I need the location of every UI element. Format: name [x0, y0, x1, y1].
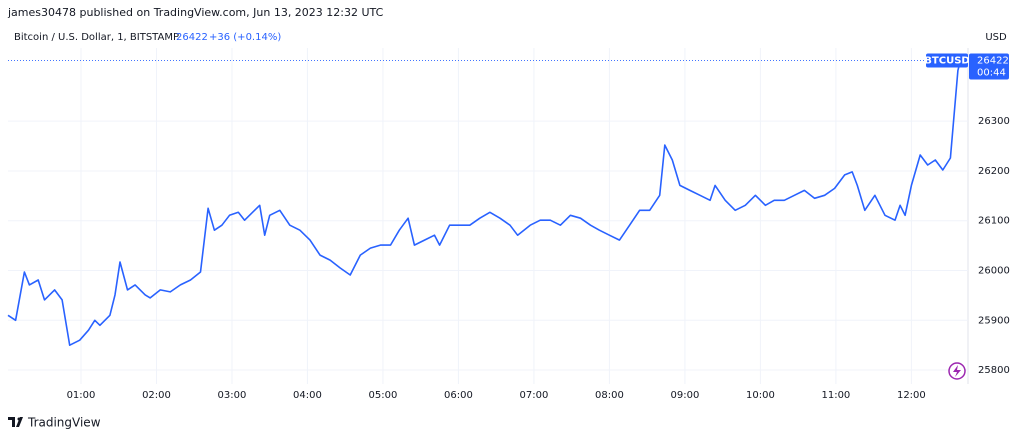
price-tag [969, 53, 1009, 80]
symbol-tag-label: BTCUSD [924, 55, 969, 66]
x-tick-label: 03:00 [218, 390, 247, 401]
x-tick-label: 06:00 [444, 390, 473, 401]
brand-name: TradingView [27, 416, 101, 430]
price-line [7, 60, 962, 346]
y-tick-label: 26100 [978, 216, 1010, 227]
y-tick-label: 25800 [978, 365, 1010, 376]
symbol-tag [926, 53, 968, 68]
y-axis-label: USD [985, 32, 1007, 43]
x-tick-label: 07:00 [520, 390, 549, 401]
publisher-line: james30478 published on TradingView.com,… [7, 6, 384, 19]
legend-price: 26422 [176, 32, 208, 43]
x-tick-label: 08:00 [595, 390, 624, 401]
alert-icon-bolt [953, 365, 961, 377]
y-tick-label: 26000 [978, 266, 1010, 277]
price-tag-countdown: 00:44 [977, 67, 1006, 78]
y-tick-label: 26300 [978, 116, 1010, 127]
x-tick-label: 10:00 [746, 390, 775, 401]
brand-logo [8, 417, 23, 427]
y-tick-label: 25900 [978, 315, 1010, 326]
x-tick-label: 05:00 [369, 390, 398, 401]
x-tick-label: 02:00 [142, 390, 171, 401]
price-tag-value: 26422 [977, 55, 1009, 66]
chart-title: Bitcoin / U.S. Dollar, 1, BITSTAMP [14, 32, 179, 43]
legend-change: +36 (+0.14%) [209, 32, 281, 43]
y-tick-label: 26200 [978, 166, 1010, 177]
x-tick-label: 12:00 [897, 390, 926, 401]
x-tick-label: 04:00 [293, 390, 322, 401]
x-tick-label: 01:00 [67, 390, 96, 401]
x-tick-label: 09:00 [670, 390, 699, 401]
x-tick-label: 11:00 [821, 390, 850, 401]
